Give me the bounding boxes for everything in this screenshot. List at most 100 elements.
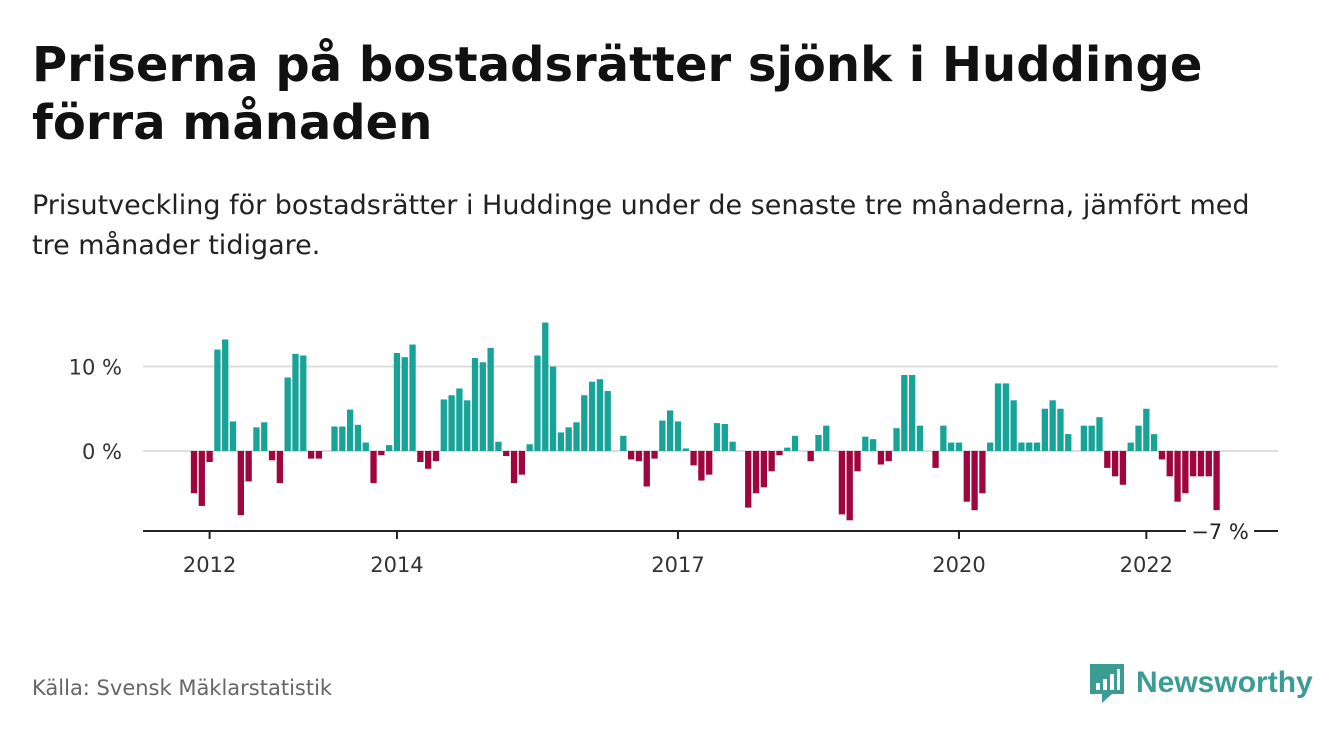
bar <box>1166 451 1173 477</box>
bar <box>1080 425 1088 451</box>
x-tick-label: 2014 <box>370 553 423 577</box>
bar <box>495 441 502 451</box>
bar <box>651 451 658 459</box>
bar <box>776 451 783 456</box>
bar <box>1205 451 1212 477</box>
bar <box>721 423 728 451</box>
bar <box>706 451 713 475</box>
bar <box>346 409 354 451</box>
source-note: Källa: Svensk Mäklarstatistik <box>32 676 333 700</box>
bar <box>1150 434 1158 451</box>
bar <box>667 410 674 451</box>
chart-title: Priserna på bostadsrätter sjönk i Huddin… <box>32 37 1203 151</box>
bar <box>370 451 377 484</box>
bar <box>768 451 775 472</box>
bar <box>573 422 580 451</box>
bar <box>268 451 276 461</box>
bar <box>237 451 244 516</box>
newsworthy-logo-icon <box>1090 664 1124 703</box>
bar <box>526 444 533 451</box>
bar <box>1174 451 1181 502</box>
y-tick-label: 10 % <box>69 356 122 380</box>
bar <box>300 355 307 451</box>
bar <box>1065 434 1072 451</box>
bar <box>557 432 565 451</box>
bar <box>1010 400 1017 451</box>
bar <box>940 425 947 451</box>
bar <box>331 426 338 451</box>
bar <box>425 451 432 469</box>
bar <box>987 442 994 451</box>
bar <box>386 445 393 451</box>
bar <box>682 448 689 451</box>
bar <box>823 425 830 451</box>
bar <box>784 447 791 451</box>
bar <box>643 451 650 487</box>
bar <box>1158 451 1166 460</box>
bar <box>565 427 572 451</box>
bar <box>916 425 924 451</box>
bar <box>206 451 213 462</box>
bar <box>378 451 385 456</box>
bar <box>222 339 229 451</box>
bar <box>1190 451 1197 477</box>
bar <box>971 451 978 511</box>
bar <box>979 451 986 494</box>
bar <box>1213 451 1220 511</box>
bar <box>760 451 767 488</box>
bar <box>409 344 416 451</box>
bar <box>994 383 1002 451</box>
bar <box>471 358 479 451</box>
bar <box>604 391 611 451</box>
bar <box>659 420 666 451</box>
bar <box>1135 425 1142 451</box>
y-tick-label: 0 % <box>82 440 122 464</box>
bar <box>1143 408 1150 451</box>
bar <box>518 451 526 475</box>
bar <box>729 441 736 451</box>
bar <box>713 423 721 451</box>
bar <box>955 442 963 451</box>
bar <box>354 424 362 451</box>
bar <box>846 451 853 521</box>
brand-name: Newsworthy <box>1136 666 1313 699</box>
bar <box>838 451 846 515</box>
bar <box>932 451 939 468</box>
bar <box>909 374 916 451</box>
x-tick-label: 2022 <box>1120 553 1173 577</box>
bar <box>1111 451 1119 477</box>
bar <box>674 421 682 451</box>
bar <box>745 451 752 508</box>
bar <box>456 388 463 451</box>
bar <box>901 374 908 451</box>
bar <box>1197 451 1205 477</box>
newsworthy-logo: Newsworthy <box>1088 662 1313 704</box>
bar <box>198 451 205 506</box>
bar <box>869 439 877 451</box>
chart-subtitle: Prisutveckling för bostadsrätter i Huddi… <box>32 190 1250 261</box>
bar <box>261 422 268 451</box>
bar <box>542 322 549 451</box>
bar <box>1127 442 1134 451</box>
bar <box>1057 408 1064 451</box>
bar <box>253 427 260 451</box>
bar-chart: 10 % 0 % 2012 2014 2017 2020 2022 −7 % <box>69 322 1278 577</box>
bar <box>1033 442 1041 451</box>
bar <box>1002 383 1009 451</box>
bar <box>307 451 315 459</box>
bar <box>1041 408 1049 451</box>
bar <box>627 451 635 460</box>
bar <box>1096 417 1103 451</box>
x-tick-label: 2017 <box>651 553 704 577</box>
bar <box>229 421 237 451</box>
bar <box>510 451 518 484</box>
bar <box>581 395 588 451</box>
x-tick-label: 2012 <box>183 553 236 577</box>
bar <box>448 395 455 451</box>
bar <box>1088 425 1095 451</box>
bar <box>440 399 447 451</box>
bar <box>503 451 510 457</box>
bar <box>549 366 557 451</box>
bar <box>284 377 291 451</box>
bar <box>877 451 885 465</box>
